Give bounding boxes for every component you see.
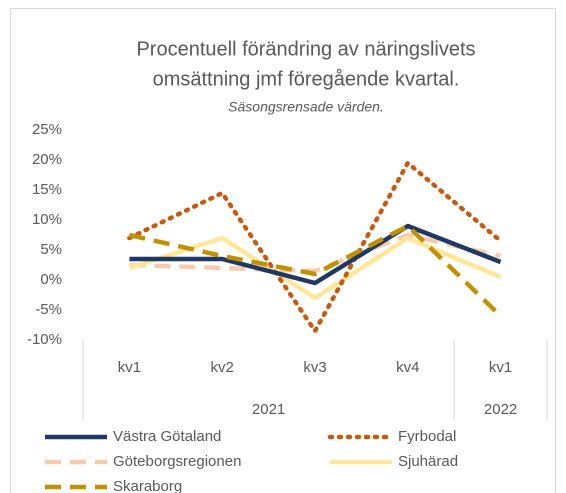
series-line [128,223,503,318]
x-tick-label: kv1 [118,359,141,376]
y-tick-label: -5% [35,301,62,318]
chart-title: Procentuell förändring av näringslivets [136,38,475,60]
x-tick-label: kv3 [303,359,326,376]
x-tick-label: kv2 [211,359,234,376]
chart-frame [10,8,556,493]
series-line [129,232,502,274]
legend-label: Göteborgsregionen [113,453,241,470]
y-tick-label: 15% [32,181,62,198]
y-tick-label: 20% [32,151,62,168]
legend-label: Fyrbodal [398,428,456,445]
y-tick-label: 10% [32,211,62,228]
x-tick-label: kv1 [489,359,512,376]
x-tick-label: kv4 [396,359,419,376]
y-tick-label: 5% [40,241,62,258]
group-label: 2021 [252,401,285,418]
y-tick-label: -10% [27,331,62,348]
chart-subtitle: Säsongsrensade värden. [228,99,384,115]
legend-label: Västra Götaland [113,428,221,445]
legend-label: Sjuhärad [398,453,458,470]
y-tick-label: 0% [40,271,62,288]
legend-label: Skaraborg [113,478,182,493]
y-tick-label: 25% [32,121,62,138]
series-line [127,160,503,334]
chart-title: omsättning jmf föregående kvartal. [153,68,460,90]
group-label: 2022 [484,401,517,418]
series-line [129,223,502,286]
